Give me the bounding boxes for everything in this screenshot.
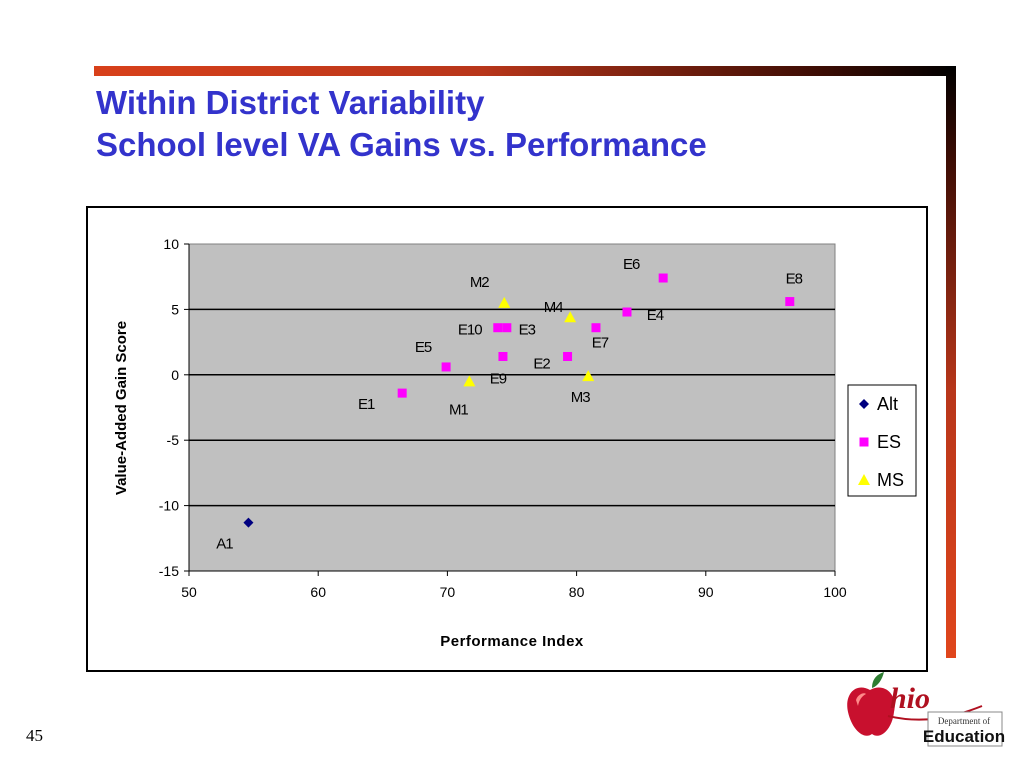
point-label-m1: M1 — [449, 401, 468, 418]
point-e2 — [563, 351, 573, 361]
logo-dept-text: Department of — [938, 716, 990, 726]
point-e6 — [658, 273, 668, 283]
legend: Alt ES MS — [847, 384, 917, 497]
legend-marker-es — [859, 437, 869, 447]
plot-area — [188, 243, 836, 572]
legend-marker-alt — [859, 399, 869, 409]
point-label-e3: E3 — [519, 322, 536, 339]
top-accent-bar — [94, 66, 956, 76]
y-tick-label: 10 — [163, 236, 179, 252]
point-label-e8: E8 — [786, 271, 803, 288]
point-e8 — [785, 297, 795, 307]
point-e9 — [498, 351, 508, 361]
legend-label-alt: Alt — [877, 394, 898, 414]
y-tick-label: -15 — [159, 563, 179, 579]
point-m4 — [564, 311, 577, 323]
point-m2 — [498, 296, 511, 308]
point-label-e5: E5 — [415, 339, 432, 356]
y-axis-label: Value-Added Gain Score — [113, 321, 130, 495]
point-label-a1: A1 — [216, 536, 233, 553]
point-label-e4: E4 — [647, 307, 664, 324]
y-tick-label: 0 — [171, 367, 179, 383]
slide-title: Within District Variability School level… — [96, 82, 707, 166]
x-tick-label: 80 — [569, 584, 585, 600]
gridlines — [189, 308, 835, 507]
x-tick-label: 60 — [310, 584, 326, 600]
x-tick-label: 100 — [823, 584, 847, 600]
apple-highlight — [856, 693, 866, 706]
title-line-1: Within District Variability — [96, 84, 485, 121]
x-tick-label: 70 — [440, 584, 456, 600]
point-label-e2: E2 — [533, 355, 550, 372]
point-label-m3: M3 — [571, 389, 590, 406]
slide-number: 45 — [26, 726, 43, 745]
point-e1 — [397, 388, 407, 398]
y-tick-label: -10 — [159, 498, 179, 514]
point-label-e1: E1 — [358, 396, 375, 413]
data-labels: A1 E1 E2 E3 E4 E5 E6 E7 E8 E9 E10 M1 M2 M3 M4 — [216, 256, 803, 553]
apple-leaf-icon — [872, 672, 884, 688]
point-label-e6: E6 — [623, 256, 640, 273]
point-e5 — [441, 362, 451, 372]
x-axis-label: Performance Index — [440, 633, 584, 650]
point-label-m2: M2 — [470, 274, 489, 291]
legend-label-ms: MS — [877, 470, 904, 490]
point-label-e10: E10 — [458, 322, 482, 339]
point-label-e7: E7 — [592, 335, 609, 352]
point-e3 — [502, 323, 512, 333]
y-tick-label: -5 — [167, 432, 180, 448]
data-points — [243, 273, 795, 528]
logo-script-text: hio — [890, 682, 930, 715]
right-accent-bar — [946, 66, 956, 658]
point-label-m4: M4 — [544, 299, 563, 316]
axes — [184, 243, 836, 576]
ohio-education-logo: hio Department of Education — [847, 672, 1005, 747]
legend-box — [847, 384, 917, 497]
point-m1 — [463, 375, 476, 387]
point-e4 — [622, 307, 632, 317]
apple-icon — [847, 687, 895, 736]
title-line-2: School level VA Gains vs. Performance — [96, 126, 707, 163]
legend-label-es: ES — [877, 432, 901, 452]
logo-education-text: Education — [923, 727, 1005, 746]
logo-text-box — [927, 711, 1003, 747]
point-e7 — [591, 323, 601, 333]
x-tick-label: 50 — [181, 584, 197, 600]
point-e10 — [493, 323, 503, 333]
chart-frame: 10 5 0 -5 -10 -15 50 60 70 80 90 100 A1 E1 E2 E3 E4 E5 E6… — [86, 206, 928, 672]
x-tick-label: 90 — [698, 584, 714, 600]
point-label-e9: E9 — [490, 370, 507, 387]
y-tick-label: 5 — [171, 301, 179, 317]
point-a1 — [243, 517, 254, 528]
point-m3 — [582, 370, 595, 382]
legend-marker-ms — [858, 474, 870, 485]
